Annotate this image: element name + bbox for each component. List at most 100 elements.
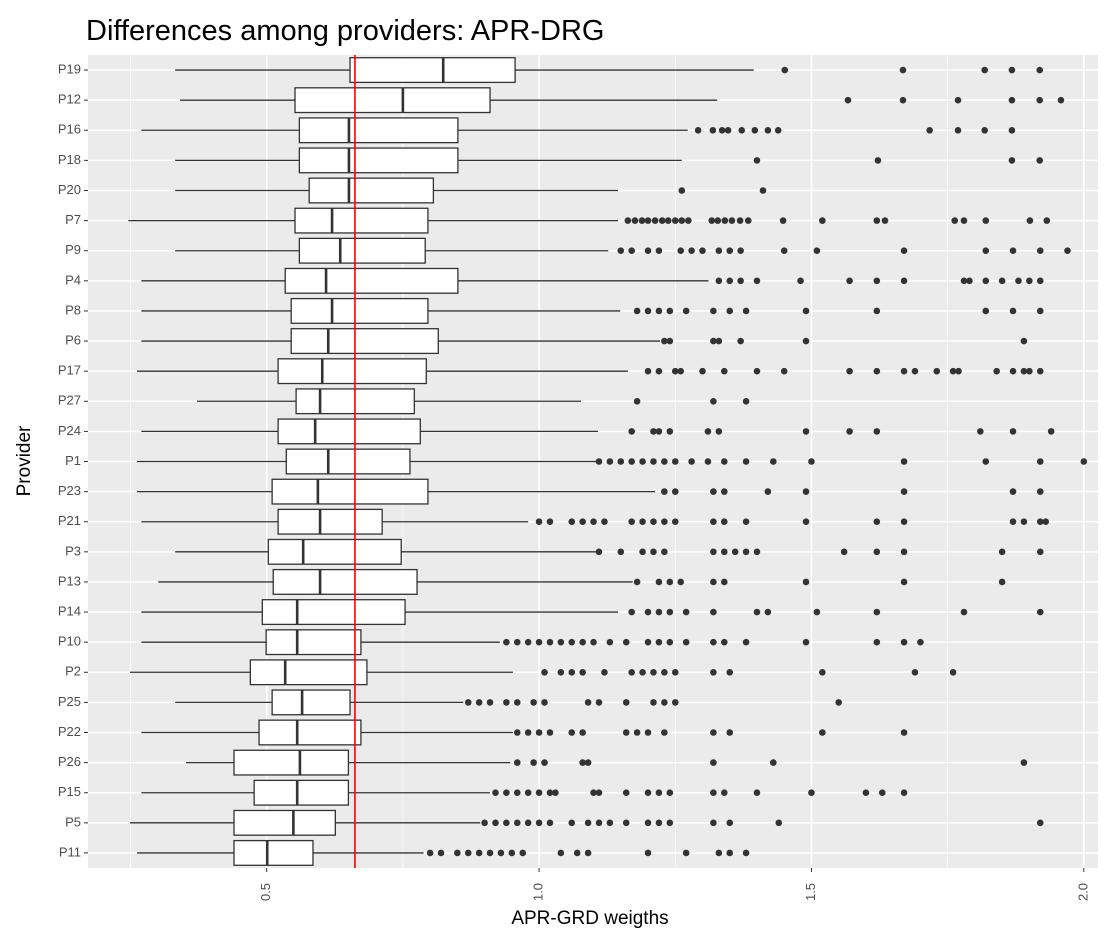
outlier <box>881 217 889 224</box>
y-tick-label: P12 <box>58 92 81 107</box>
outlier <box>535 819 543 827</box>
outlier <box>753 157 761 164</box>
y-tick-label: P11 <box>59 844 81 859</box>
outlier <box>753 367 761 375</box>
outlier <box>954 96 962 104</box>
outlier <box>606 638 614 646</box>
y-tick-label: P17 <box>58 363 81 378</box>
box <box>271 478 429 505</box>
outlier <box>977 428 984 435</box>
outlier <box>926 126 933 134</box>
box <box>294 87 491 114</box>
outlier <box>475 849 483 857</box>
outlier <box>492 789 499 797</box>
box <box>290 328 439 355</box>
outlier <box>437 849 445 857</box>
outlier <box>677 578 685 586</box>
outlier <box>753 608 761 616</box>
outlier <box>1036 548 1044 556</box>
outlier <box>742 548 750 556</box>
y-tick-label: P9 <box>65 242 81 257</box>
outlier <box>736 217 744 224</box>
outlier <box>579 518 586 526</box>
outlier <box>960 277 968 285</box>
outlier <box>708 217 716 224</box>
outlier <box>584 849 592 857</box>
outlier <box>720 367 728 375</box>
outlier <box>535 789 543 797</box>
outlier <box>742 849 750 857</box>
outlier <box>546 518 554 526</box>
outlier <box>780 247 788 255</box>
box <box>265 629 362 656</box>
outlier <box>840 548 848 556</box>
outlier <box>628 668 635 676</box>
outlier <box>993 367 1000 375</box>
outlier <box>595 819 603 827</box>
box <box>233 749 350 776</box>
outlier <box>633 729 641 736</box>
outlier <box>579 668 586 676</box>
outlier <box>726 307 734 315</box>
outlier <box>982 217 990 224</box>
outlier <box>541 668 548 676</box>
outlier <box>742 458 750 465</box>
outlier <box>590 518 597 526</box>
outlier <box>753 277 761 285</box>
outlier <box>802 307 810 315</box>
outlier <box>819 668 826 676</box>
outlier <box>671 518 679 526</box>
outlier <box>846 277 853 285</box>
outlier <box>513 729 521 736</box>
outlier <box>666 638 674 646</box>
outlier <box>911 668 919 676</box>
outlier <box>738 126 746 134</box>
outlier <box>802 638 810 646</box>
outlier <box>699 367 706 375</box>
outlier <box>606 819 614 827</box>
outlier <box>644 217 652 224</box>
outlier <box>724 126 732 134</box>
outlier <box>1036 367 1044 375</box>
x-axis-label: APR-GRD weigths <box>511 908 668 929</box>
x-tick-label: 2.0 <box>1075 883 1090 901</box>
outlier <box>966 277 973 285</box>
outlier <box>710 789 717 797</box>
outlier <box>678 217 686 224</box>
outlier <box>900 247 908 255</box>
outlier <box>721 217 729 224</box>
outlier <box>873 307 881 315</box>
y-tick-label: P18 <box>58 152 81 167</box>
outlier <box>731 548 739 556</box>
outlier <box>715 247 723 255</box>
outlier <box>671 217 679 224</box>
outlier <box>737 337 744 345</box>
outlier <box>1036 66 1044 74</box>
outlier <box>584 759 592 766</box>
outlier <box>715 277 723 285</box>
outlier <box>710 518 717 526</box>
y-tick-label: P6 <box>65 332 81 347</box>
outlier <box>1047 428 1055 435</box>
outlier <box>1026 277 1033 285</box>
outlier <box>819 729 826 736</box>
outlier <box>710 548 717 556</box>
outlier <box>819 217 826 224</box>
outlier <box>726 247 734 255</box>
outlier <box>1009 488 1017 495</box>
outlier <box>726 849 734 857</box>
outlier <box>651 217 659 224</box>
outlier <box>590 789 597 797</box>
outlier <box>900 488 908 495</box>
outlier <box>704 428 712 435</box>
outlier <box>1036 96 1044 104</box>
outlier <box>492 819 499 827</box>
outlier <box>677 247 685 255</box>
outlier <box>568 819 576 827</box>
outlier <box>622 699 630 706</box>
outlier <box>808 458 815 465</box>
box <box>298 237 426 264</box>
outlier <box>1009 307 1017 315</box>
outlier <box>661 488 668 495</box>
box <box>284 267 459 294</box>
